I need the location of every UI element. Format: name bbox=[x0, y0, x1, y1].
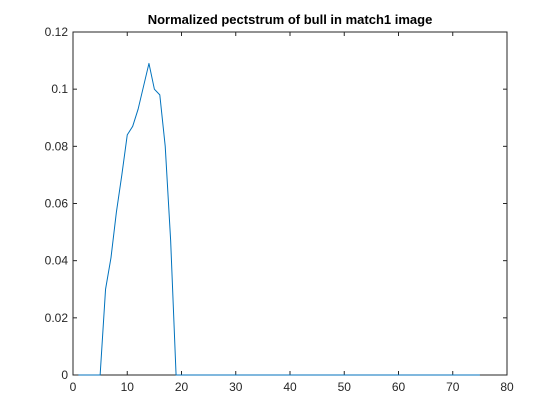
plot-frame bbox=[72, 31, 508, 376]
y-tick-label: 0.02 bbox=[45, 311, 69, 325]
x-tick-label: 70 bbox=[446, 380, 460, 394]
y-tick-label: 0.12 bbox=[45, 25, 69, 39]
x-tick-label: 50 bbox=[338, 380, 352, 394]
y-tick-label: 0.04 bbox=[45, 254, 69, 268]
x-tick-label: 30 bbox=[229, 380, 243, 394]
chart-title: Normalized pectstrum of bull in match1 i… bbox=[148, 12, 433, 27]
ticks: 0 10 20 30 40 50 60 70 80 0 0.02 0.04 0.06 0.08 0.1 0.1… bbox=[45, 25, 514, 394]
y-tick-label: 0.08 bbox=[45, 139, 69, 153]
series-layer bbox=[78, 62, 480, 376]
x-tick-label: 80 bbox=[500, 380, 514, 394]
y-tick-label: 0 bbox=[61, 368, 68, 382]
x-tick-label: 0 bbox=[70, 380, 77, 394]
x-tick-label: 40 bbox=[283, 380, 297, 394]
x-tick-label: 10 bbox=[121, 380, 135, 394]
y-tick-label: 0.1 bbox=[51, 82, 68, 96]
x-tick-label: 20 bbox=[175, 380, 189, 394]
x-tick-label: 60 bbox=[392, 380, 406, 394]
series-line bbox=[78, 62, 480, 376]
y-tick-label: 0.06 bbox=[45, 197, 69, 211]
